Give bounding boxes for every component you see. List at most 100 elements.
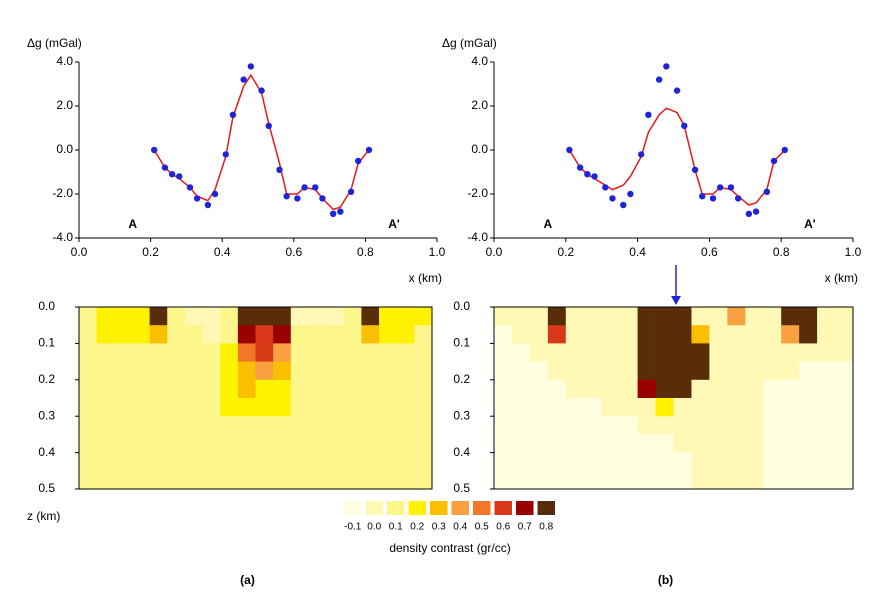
y-axis-label: z (km): [27, 509, 60, 523]
density-cell: [709, 307, 728, 326]
density-cell: [817, 379, 836, 399]
density-cell: [184, 343, 203, 362]
density-cell: [709, 434, 728, 453]
data-point: [591, 173, 598, 180]
density-cell: [131, 343, 150, 362]
x-tick-label: 1.0: [429, 245, 446, 259]
density-cell: [220, 470, 239, 490]
density-cell: [745, 452, 764, 472]
density-cell: [273, 379, 292, 399]
density-cell: [255, 398, 274, 417]
density-cell: [619, 434, 638, 453]
density-cell: [655, 361, 674, 381]
density-cell: [308, 452, 327, 472]
data-point: [161, 164, 169, 171]
data-point: [222, 151, 229, 158]
density-cell: [237, 325, 256, 344]
density-cell: [709, 470, 728, 490]
density-cell: [361, 452, 380, 472]
density-cell: [637, 325, 656, 344]
density-cell: [709, 325, 728, 344]
density-cell: [619, 452, 638, 472]
density-cell: [414, 379, 433, 399]
density-cell: [396, 452, 415, 472]
density-cell: [202, 343, 221, 362]
density-cell: [167, 325, 186, 344]
density-cell: [167, 452, 186, 472]
section-frame: [493, 306, 854, 490]
data-point: [301, 184, 308, 191]
density-cell: [290, 361, 309, 381]
x-tick-label: 0.0: [486, 245, 503, 259]
density-cell: [290, 379, 309, 399]
density-cell: [511, 470, 531, 490]
data-point: [229, 111, 237, 119]
density-cell: [149, 398, 168, 417]
density-cell: [131, 379, 150, 399]
density-cell: [601, 343, 621, 362]
density-cell: [745, 416, 764, 435]
density-cell: [547, 361, 567, 381]
density-cell: [835, 379, 854, 399]
colorbar-swatch: [494, 501, 512, 515]
density-cell: [817, 325, 836, 344]
density-cell: [547, 470, 567, 490]
density-cell: [184, 434, 203, 453]
density-cell: [835, 325, 854, 344]
density-cell: [79, 325, 98, 344]
density-cell: [326, 361, 345, 381]
density-cell: [529, 325, 549, 344]
density-cell: [220, 434, 239, 453]
data-point: [276, 166, 283, 173]
density-cell: [511, 325, 531, 344]
colorbar-label: 0.0: [367, 522, 381, 533]
density-cell: [273, 361, 292, 381]
data-point: [716, 184, 724, 191]
density-cell: [763, 325, 782, 344]
density-cell: [619, 398, 638, 417]
density-cell: [583, 434, 603, 453]
data-point: [734, 195, 742, 202]
data-point: [211, 190, 219, 198]
density-cell: [673, 434, 692, 453]
density-cell: [255, 470, 274, 490]
density-cell: [396, 361, 415, 381]
density-cell: [511, 452, 531, 472]
y-tick-label: 0.4: [453, 445, 470, 459]
density-cell: [619, 325, 638, 344]
density-cell: [273, 307, 292, 326]
density-cell: [637, 379, 656, 399]
density-cell: [167, 398, 186, 417]
density-cell: [727, 398, 746, 417]
colorbar-label: -0.1: [344, 522, 362, 533]
colorbar-label: 0.1: [389, 522, 403, 533]
density-cell: [637, 361, 656, 381]
density-cell: [149, 307, 168, 326]
density-cell: [799, 325, 818, 344]
density-cell: [583, 343, 603, 362]
density-cell: [114, 452, 133, 472]
density-cell: [494, 416, 513, 435]
density-cell: [745, 343, 764, 362]
density-cell: [637, 470, 656, 490]
density-cell: [220, 452, 239, 472]
density-cell: [202, 416, 221, 435]
density-cell: [343, 307, 362, 326]
density-cell: [237, 343, 256, 362]
density-cell: [781, 361, 800, 381]
density-cell: [79, 470, 98, 490]
y-tick-label: 4.0: [56, 54, 73, 68]
density-cell: [601, 398, 621, 417]
density-cell: [361, 434, 380, 453]
arrow-head: [671, 296, 681, 305]
data-point: [645, 111, 652, 119]
density-cell: [817, 470, 836, 490]
density-cell: [817, 452, 836, 472]
density-cell: [781, 434, 800, 453]
density-cell: [273, 343, 292, 362]
density-cell: [273, 434, 292, 453]
x-tick-label: 1.0: [845, 245, 862, 259]
density-cell: [237, 398, 256, 417]
data-point: [709, 195, 717, 202]
